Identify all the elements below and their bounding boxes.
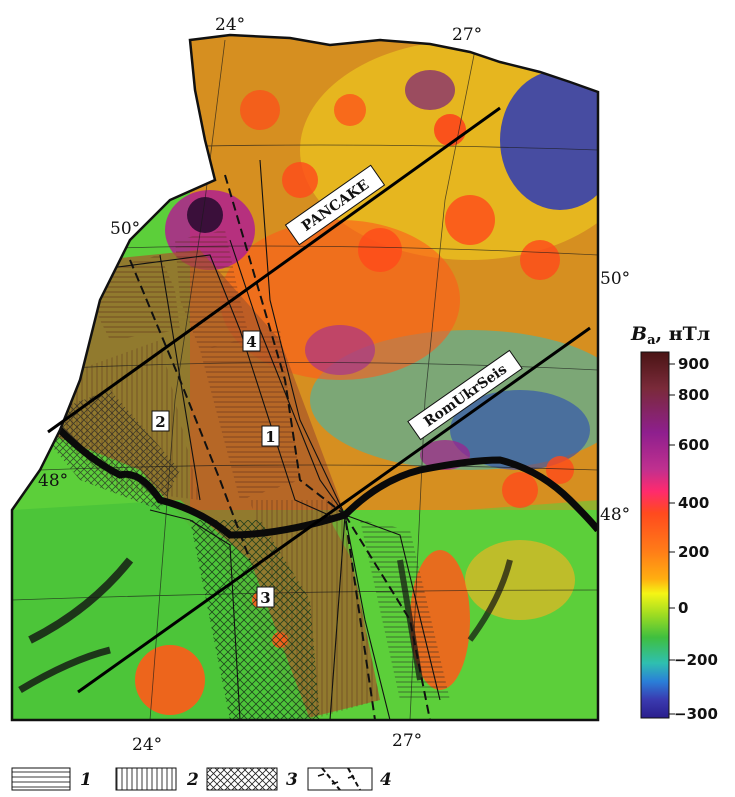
zone-number-4: 4 xyxy=(242,330,261,352)
legend-item-4: 4 xyxy=(307,767,392,791)
lon-label-bottom-27: 27° xyxy=(392,731,422,751)
colorbar-tick-0: 0 xyxy=(678,599,688,617)
legend-swatch-cross-hatch xyxy=(206,767,278,791)
zone-number-3: 3 xyxy=(256,586,275,608)
lat-label-right-48: 48° xyxy=(600,505,630,525)
lon-label-top-24: 24° xyxy=(215,15,245,35)
colorbar-title: Ba, нТл xyxy=(630,323,710,348)
svg-text:3: 3 xyxy=(286,770,298,790)
svg-text:2: 2 xyxy=(155,413,165,431)
legend: 1 2 3 4 xyxy=(11,767,392,791)
profile-line-romukrseis xyxy=(77,326,591,694)
colorbar: Ba, нТл 900 800 600 400 200 0 −200 −300 xyxy=(630,323,718,723)
legend-item-2: 2 xyxy=(115,767,199,791)
legend-swatch-vertical-hatch xyxy=(115,767,177,791)
colorbar-tick-600: 600 xyxy=(678,436,709,454)
lat-label-right-50: 50° xyxy=(600,269,630,289)
zone-number-2: 2 xyxy=(151,410,170,432)
colorbar-tick-minus200: −200 xyxy=(674,651,718,669)
colorbar-scale xyxy=(640,351,670,719)
svg-text:4: 4 xyxy=(246,333,256,351)
legend-swatch-fault-line xyxy=(307,767,373,791)
legend-item-3: 3 xyxy=(206,767,298,791)
colorbar-tick-800: 800 xyxy=(678,386,709,404)
zone-number-1: 1 xyxy=(261,425,280,447)
svg-text:4: 4 xyxy=(380,770,392,790)
svg-text:3: 3 xyxy=(260,589,270,607)
lon-label-top-27: 27° xyxy=(452,25,482,45)
anomaly-map xyxy=(12,35,598,720)
profile-line-pancake xyxy=(47,106,501,434)
legend-swatch-horizontal-hatch xyxy=(11,767,71,791)
colorbar-tick-200: 200 xyxy=(678,543,709,561)
colorbar-tick-400: 400 xyxy=(678,494,709,512)
lat-label-left-48: 48° xyxy=(38,471,68,491)
svg-text:2: 2 xyxy=(186,770,199,790)
map-outline xyxy=(10,33,600,722)
lon-label-bottom-24: 24° xyxy=(132,735,162,755)
colorbar-tick-minus300: −300 xyxy=(674,705,718,723)
colorbar-tick-900: 900 xyxy=(678,355,709,373)
svg-text:1: 1 xyxy=(80,770,92,790)
lat-label-left-50: 50° xyxy=(110,219,140,239)
legend-item-1: 1 xyxy=(11,767,92,791)
svg-text:1: 1 xyxy=(265,428,275,446)
